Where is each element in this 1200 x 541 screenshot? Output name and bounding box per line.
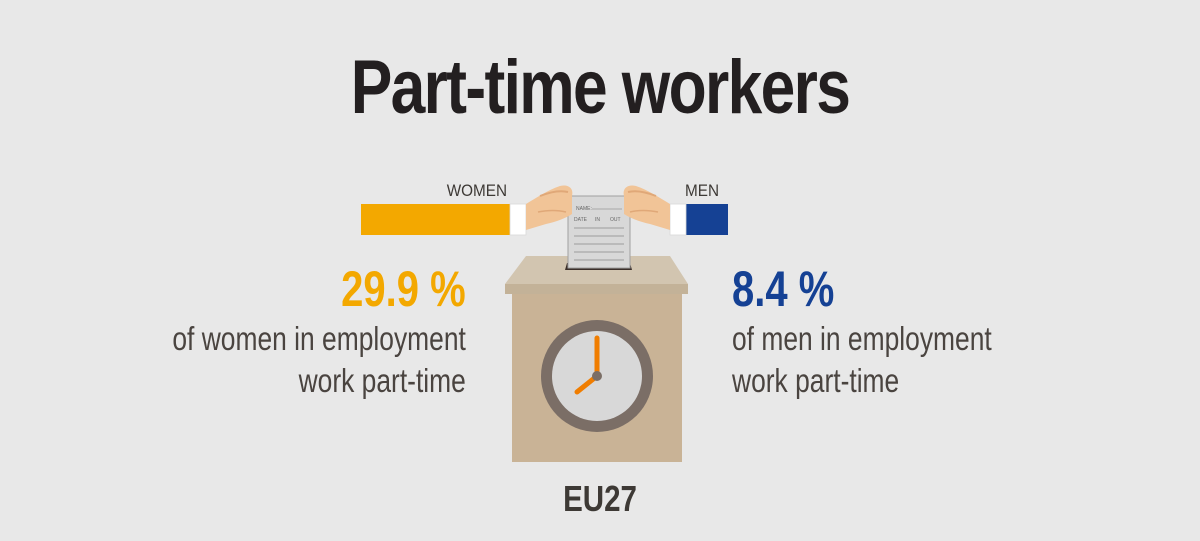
men-description: of men in employment work part-time — [732, 318, 992, 402]
region-label: EU27 — [563, 478, 637, 519]
card-in-label: IN — [595, 217, 600, 223]
time-card-icon: NAME: DATE IN OUT — [567, 195, 631, 269]
men-bar-label: MEN — [685, 181, 720, 200]
card-out-label: OUT — [610, 217, 621, 223]
women-bar-label: WOMEN — [446, 181, 507, 200]
men-desc-line2: work part-time — [732, 362, 900, 399]
hands-holding-card-icon — [509, 185, 687, 236]
women-description: of women in employment work part-time — [173, 318, 466, 402]
women-desc-line1: of women in employment — [172, 320, 466, 357]
page-title: Part-time workers — [350, 45, 851, 130]
women-bar — [361, 204, 511, 235]
clock-icon — [541, 320, 653, 432]
men-bar — [686, 204, 728, 235]
women-stat: 29.9 % — [341, 261, 466, 317]
men-desc-line1: of men in employment — [732, 320, 992, 357]
card-date-label: DATE — [574, 217, 588, 223]
men-stat: 8.4 % — [732, 261, 835, 317]
card-name-label: NAME: — [576, 206, 592, 212]
women-desc-line2: work part-time — [298, 362, 466, 399]
ballot-box-illustration: NAME: DATE IN OUT — [505, 185, 688, 462]
